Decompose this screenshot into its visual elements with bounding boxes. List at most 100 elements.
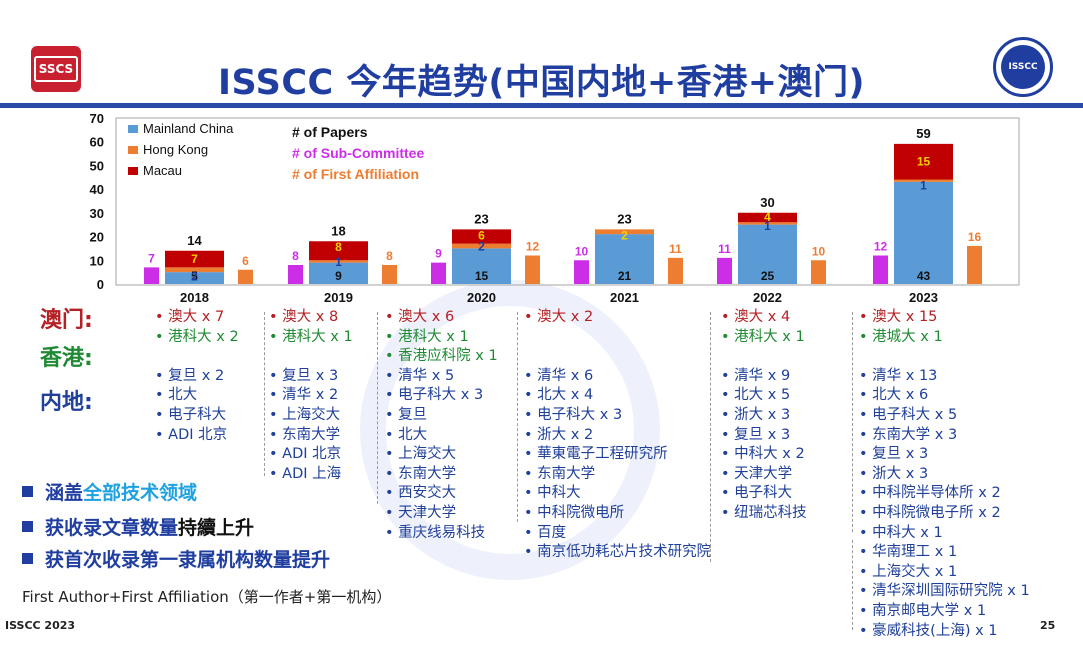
mainland-institution: • 清华 x 6 <box>524 367 594 384</box>
mainland-value-label: 15 <box>475 269 489 283</box>
mainland-value-label: 21 <box>618 269 632 283</box>
macau-institution: • 澳大 x 6 <box>385 309 455 325</box>
first-affiliation-label: 11 <box>669 242 682 256</box>
mainland-institution: • ADI 北京 <box>155 426 228 443</box>
mainland-bar-segment <box>452 248 511 284</box>
column-divider <box>710 312 711 562</box>
hongkong-value-label: 2 <box>478 239 485 253</box>
macau-bar-segment <box>309 241 368 261</box>
sscs-logo: SSCS <box>31 46 81 92</box>
mainland-bar-segment <box>309 262 368 284</box>
sub-committee-label: 10 <box>575 244 589 258</box>
macau-value-label: 15 <box>917 155 931 169</box>
sub-committee-bar <box>574 260 589 284</box>
y-tick-label: 70 <box>90 111 104 126</box>
mainland-institution: • 中科院半导体所 x 2 <box>859 485 1001 502</box>
hongkong-institution: • 港城大 x 1 <box>859 328 943 345</box>
hongkong-value-label: 1 <box>920 178 927 192</box>
bullet-square-icon <box>22 521 33 532</box>
mainland-institution: • 重庆线易科技 <box>385 524 486 541</box>
bullet-1-highlight: 全部技术领域 <box>83 482 198 504</box>
chart-legend: Mainland China # of Papers Hong Kong # of S… <box>128 121 424 182</box>
x-tick-label: 2020 <box>467 290 496 305</box>
mainland-institution: • 清华 x 9 <box>721 367 791 384</box>
first-affiliation-label: 8 <box>386 249 393 263</box>
page-number: 25 <box>1040 619 1056 632</box>
first-affiliation-bar <box>668 257 683 284</box>
y-tick-label: 20 <box>90 230 104 245</box>
page-title: ISSCC 今年趋势(中国内地+香港+澳门) <box>217 63 866 103</box>
mainland-institution: • 浙大 x 2 <box>524 426 594 443</box>
sub-committee-bar <box>288 265 303 284</box>
sub-committee-label: 11 <box>718 242 731 256</box>
mainland-institution: • 电子科大 x 3 <box>524 406 623 423</box>
y-tick-label: 0 <box>97 277 104 292</box>
y-axis: 0 10 20 30 40 50 60 70 <box>90 111 104 292</box>
year-column-2018: • 澳大 x 7 • 港科大 x 2 • 复旦 x 2 • 北大 • 电子科大 • ADI… <box>155 308 239 445</box>
mainland-institution: • 南京邮电大学 x 1 <box>859 602 987 619</box>
macau-bar-segment <box>452 229 511 244</box>
first-affiliation-bar <box>238 269 253 284</box>
macau-institution: • 澳大 x 7 <box>155 309 225 325</box>
mainland-value-label: 43 <box>917 269 931 283</box>
year-column-2019: • 澳大 x 8 • 港科大 x 1 • 复旦 x 3 • 清华 x 2 • 上海交大 •… <box>269 308 353 484</box>
macau-value-label: 2 <box>621 228 628 242</box>
sub-committee-bar <box>873 255 888 284</box>
first-affiliation-label: 6 <box>242 254 249 268</box>
mainland-institution: • 复旦 x 3 <box>269 367 339 384</box>
mainland-institution: • 浙大 x 3 <box>721 406 791 423</box>
mainland-institution: • 天津大学 <box>721 465 793 482</box>
mainland-institution: • 北大 <box>155 387 198 404</box>
sub-committee-label: 7 <box>148 251 155 265</box>
bullet-2-text: 获收录文章数量 <box>45 517 179 539</box>
mainland-institution: • 复旦 <box>385 406 428 423</box>
first-affiliation-bar <box>525 255 540 284</box>
hongkong-bar-segment <box>738 222 797 225</box>
mainland-institution: • 南京低功耗芯片技术研究院 <box>524 544 712 561</box>
total-papers-label: 30 <box>760 195 774 210</box>
hongkong-bar-segment <box>452 243 511 249</box>
mainland-institution: • 北大 x 5 <box>721 387 791 404</box>
bullet-2: 获收录文章数量持續上升 <box>22 513 254 540</box>
plot-frame <box>115 117 1020 286</box>
macau-institution: • 澳大 x 2 <box>524 309 594 325</box>
hongkong-bar-segment <box>894 179 953 182</box>
mainland-institution: • 东南大学 x 3 <box>859 426 958 443</box>
legend-entry: Mainland China <box>143 121 234 136</box>
legend-swatch <box>128 125 138 133</box>
mainland-bar-segment <box>894 181 953 284</box>
region-label-hongkong: 香港: <box>40 346 93 371</box>
hongkong-bar-segment <box>165 267 224 273</box>
x-tick-label: 2023 <box>909 290 938 305</box>
macau-institution: • 澳大 x 8 <box>269 309 339 325</box>
hongkong-institution: • 香港应科院 x 1 <box>385 348 498 365</box>
first-affiliation-label: 10 <box>812 244 826 258</box>
column-divider <box>517 312 518 522</box>
legend-swatch <box>128 146 138 154</box>
sub-committee-bar <box>431 262 446 284</box>
mainland-institution: • 东南大学 <box>524 465 596 482</box>
mainland-value-label: 25 <box>761 269 775 283</box>
year-column-2023: • 澳大 x 15 • 港城大 x 1 • 清华 x 13 • 北大 x 6 • 电子科… <box>859 308 1030 641</box>
macau-value-label: 4 <box>764 210 771 224</box>
mainland-institution: • 西安交大 <box>385 485 457 502</box>
y-tick-label: 30 <box>90 206 104 221</box>
macau-value-label: 7 <box>191 252 198 266</box>
hongkong-institution: • 港科大 x 2 <box>155 328 239 345</box>
year-column-2020: • 澳大 x 6 • 港科大 x 1 • 香港应科院 x 1 • 清华 x 5 • 电子… <box>385 308 498 543</box>
y-tick-label: 50 <box>90 158 104 173</box>
mainland-institution: • 中科大 <box>524 485 581 502</box>
first-affiliation-bar <box>811 260 826 284</box>
chart-marks: 7527146201889181882019915262312202010212… <box>144 126 982 305</box>
mainland-institution: • 上海交大 <box>269 406 341 423</box>
bullet-2-tail: 持續上升 <box>178 517 255 539</box>
column-divider <box>852 312 853 532</box>
bullet-1: 涵盖全部技术领域 <box>22 478 197 505</box>
total-papers-label: 18 <box>331 223 345 238</box>
mainland-institution: • 东南大学 <box>385 465 457 482</box>
mainland-institution: • 东南大学 <box>269 426 341 443</box>
mainland-institution: • 复旦 x 2 <box>155 367 225 384</box>
mainland-institution: • 清华 x 2 <box>269 387 339 404</box>
legend-entry: Macau <box>143 163 182 178</box>
